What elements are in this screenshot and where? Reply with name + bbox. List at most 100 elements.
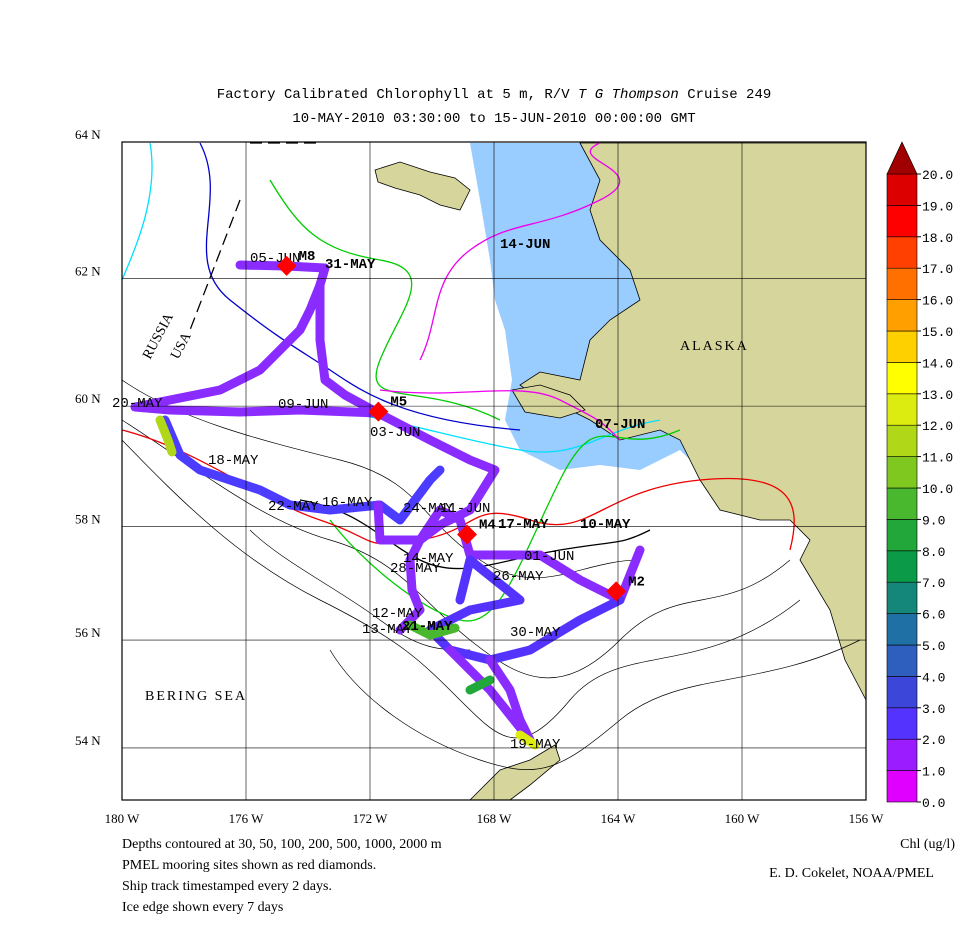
unimak-island	[469, 744, 561, 801]
region-label: BERING SEA	[145, 689, 247, 704]
date-label: 28-MAY	[390, 561, 441, 577]
note: Ice edge shown every 7 days	[122, 900, 283, 915]
date-label: 30-MAY	[510, 625, 561, 641]
colorbar-band	[886, 676, 918, 709]
date-label: 26-MAY	[493, 569, 544, 585]
colorbar-band	[886, 487, 918, 520]
date-label: 07-JUN	[595, 417, 645, 433]
colorbar-tick-label: 16.0	[922, 294, 953, 309]
map-frame	[121, 141, 867, 801]
mooring	[368, 401, 389, 422]
colorbar-band	[886, 770, 918, 803]
colorbar-tick-label: 19.0	[922, 199, 953, 214]
date-label: 19-MAY	[510, 737, 561, 753]
date-label: 21-MAY	[402, 619, 453, 635]
colorbar-band	[886, 393, 918, 426]
date-label: 31-MAY	[325, 257, 376, 273]
title-italic: T G Thompson	[578, 87, 679, 103]
date-label: 16-MAY	[322, 495, 373, 511]
date-label: 14-JUN	[500, 237, 550, 253]
lon-label: 164 W	[601, 811, 637, 826]
colorbar-band	[886, 330, 918, 363]
colorbar-tick-label: 7.0	[922, 576, 945, 591]
mooring	[457, 524, 478, 545]
colorbar-tick-label: 18.0	[922, 231, 953, 246]
title-prefix: Factory Calibrated Chlorophyll at 5 m, R…	[217, 87, 578, 103]
colorbar-tick-label: 1.0	[922, 765, 945, 780]
mooring	[606, 581, 627, 602]
date-label: 18-MAY	[208, 453, 259, 469]
lon-label: 176 W	[229, 811, 265, 826]
note: PMEL mooring sites shown as red diamonds…	[122, 858, 376, 873]
nunivak-island	[511, 384, 586, 419]
date-label: 20-MAY	[112, 396, 163, 412]
colorbar: 20.0 19.0 18.0 17.0 16.0 15.0 14.0 13.0 12.0 11.0…	[886, 141, 955, 852]
colorbar-band	[886, 205, 918, 238]
lat-label: 58 N	[75, 511, 101, 526]
st-lawrence-island	[374, 161, 471, 211]
lat-label: 60 N	[75, 391, 101, 406]
title: Factory Calibrated Chlorophyll at 5 m, R…	[217, 87, 772, 103]
title-suffix: Cruise 249	[679, 87, 771, 103]
date-label: 03-JUN	[370, 425, 420, 441]
colorbar-tick-label: 12.0	[922, 419, 953, 434]
region-label: ALASKA	[680, 339, 749, 354]
lon-label: 180 W	[105, 811, 141, 826]
colorbar-tick-label: 4.0	[922, 670, 945, 685]
date-label: 14-MAY	[403, 551, 454, 567]
date-label: 22-MAY	[268, 499, 319, 515]
date-label: 13-MAY	[362, 622, 413, 638]
notes: Depths contoured at 30, 50, 100, 200, 50…	[122, 837, 442, 915]
lat-label: 64 N	[75, 127, 101, 142]
colorbar-label: Chl (ug/l)	[900, 837, 955, 852]
colorbar-tick-label: 3.0	[922, 702, 945, 717]
colorbar-band	[886, 236, 918, 269]
note: Depths contoured at 30, 50, 100, 200, 50…	[122, 837, 442, 852]
date-label: 01-JUN	[524, 549, 574, 565]
date-label: 11-JUN	[440, 501, 490, 517]
colorbar-band	[886, 738, 918, 771]
lat-label: 62 N	[75, 263, 101, 278]
colorbar-tick-label: 20.0	[922, 168, 953, 183]
date-label: 09-JUN	[278, 397, 328, 413]
colorbar-tick-label: 13.0	[922, 388, 953, 403]
colorbar-tick-label: 6.0	[922, 608, 945, 623]
note: Ship track timestamped every 2 days.	[122, 879, 332, 894]
colorbar-band	[886, 299, 918, 332]
colorbar-tick-label: 14.0	[922, 356, 953, 371]
credit: E. D. Cokelet, NOAA/PMEL	[769, 866, 934, 881]
colorbar-band	[886, 644, 918, 677]
colorbar-tick-label: 0.0	[922, 796, 945, 811]
colorbar-tick-label: 2.0	[922, 733, 945, 748]
alaska-land	[519, 142, 867, 701]
mooring-label: M8	[299, 249, 316, 265]
lon-label: 156 W	[849, 811, 885, 826]
colorbar-band	[886, 613, 918, 646]
colorbar-band	[886, 424, 918, 457]
date-label: 12-MAY	[372, 606, 423, 622]
colorbar-tick-label: 8.0	[922, 545, 945, 560]
lat-label: 56 N	[75, 625, 101, 640]
colorbar-tick-label: 9.0	[922, 513, 945, 528]
colorbar-tick-label: 15.0	[922, 325, 953, 340]
date-label: 17-MAY	[498, 517, 549, 533]
lon-label: 168 W	[477, 811, 513, 826]
subtitle: 10-MAY-2010 03:30:00 to 15-JUN-2010 00:0…	[292, 111, 695, 127]
colorbar-extension	[886, 141, 918, 175]
colorbar-tick-label: 17.0	[922, 262, 953, 277]
colorbar-tick-label: 11.0	[922, 451, 953, 466]
lon-label: 172 W	[353, 811, 389, 826]
date-label: 10-MAY	[580, 517, 631, 533]
mooring	[276, 255, 297, 276]
lon-label: 160 W	[725, 811, 761, 826]
colorbar-band	[886, 550, 918, 583]
colorbar-band	[886, 519, 918, 552]
mooring-label: M2	[628, 574, 645, 590]
date-label: 24-MAY	[403, 501, 454, 517]
colorbar-tick-label: 10.0	[922, 482, 953, 497]
colorbar-band	[886, 267, 918, 300]
colorbar-band	[886, 362, 918, 395]
